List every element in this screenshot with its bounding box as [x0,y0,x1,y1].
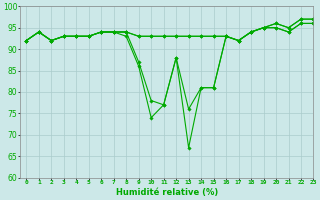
X-axis label: Humidité relative (%): Humidité relative (%) [116,188,218,197]
